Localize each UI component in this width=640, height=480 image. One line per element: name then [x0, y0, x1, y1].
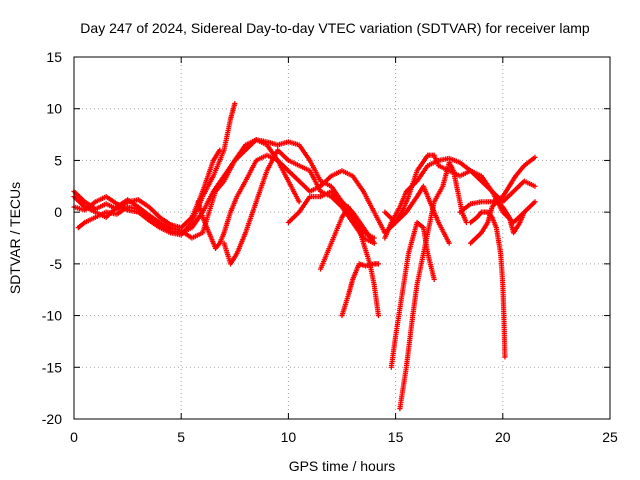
data-point — [371, 240, 377, 246]
data-point — [532, 183, 538, 189]
x-axis-label: GPS time / hours — [289, 458, 396, 474]
plot-frame — [73, 56, 611, 420]
y-tick-label: 15 — [46, 49, 62, 65]
series-sat-o — [468, 209, 508, 360]
x-tick-label: 10 — [281, 429, 297, 445]
y-tick-label: -5 — [50, 256, 63, 272]
data-point — [532, 154, 538, 160]
data-point — [532, 199, 538, 205]
data-point — [232, 100, 238, 107]
y-tick-label: -15 — [42, 359, 62, 375]
axis-ticks: 0 5 10 15 20 25 -20 -15 -10 -5 0 5 10 15 — [42, 49, 618, 445]
y-axis-label: SDTVAR / TECUs — [7, 182, 23, 294]
series-sat-i — [339, 261, 382, 319]
data-marks — [71, 100, 538, 412]
series-sat-n — [397, 159, 469, 412]
y-tick-label: 0 — [54, 204, 62, 220]
series-sat-q — [457, 154, 538, 215]
series-sat-p — [468, 199, 527, 246]
data-point — [446, 240, 452, 246]
data-point — [502, 354, 508, 360]
x-tick-label: 0 — [70, 429, 78, 445]
x-tick-label: 20 — [495, 429, 511, 445]
data-point — [431, 276, 437, 282]
series-sat-h — [317, 204, 382, 319]
data-point — [521, 209, 527, 215]
chart-title: Day 247 of 2024, Sidereal Day-to-day VTE… — [80, 20, 590, 36]
x-tick-label: 15 — [388, 429, 404, 445]
data-point — [375, 261, 382, 267]
y-tick-label: -20 — [42, 411, 62, 427]
x-tick-label: 25 — [602, 429, 618, 445]
series-sat-f — [221, 147, 377, 267]
y-tick-label: 5 — [54, 152, 62, 168]
x-tick-label: 5 — [177, 429, 185, 445]
data-point — [375, 312, 382, 319]
series-sat-m — [388, 219, 437, 370]
y-tick-label: 10 — [46, 101, 62, 117]
y-tick-label: -10 — [42, 308, 62, 324]
series-sat-e — [195, 152, 388, 251]
data-point — [296, 199, 302, 205]
grid — [74, 57, 610, 419]
